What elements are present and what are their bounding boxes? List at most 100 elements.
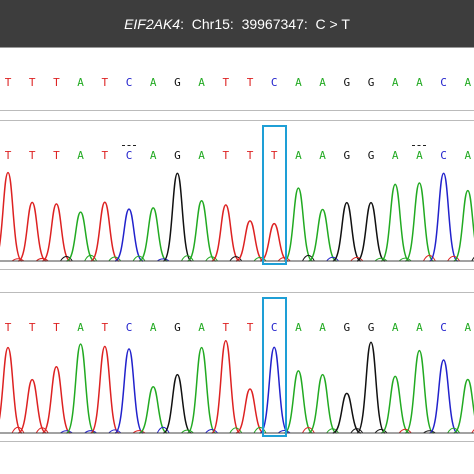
base-call: A <box>464 321 472 334</box>
base-call: A <box>319 321 326 334</box>
trace-noise <box>277 257 291 262</box>
trace-noise <box>301 427 315 434</box>
trace-peak <box>259 346 289 434</box>
base-call: G <box>367 149 375 162</box>
variant-highlight-box <box>262 297 288 437</box>
base-call: A <box>198 149 205 162</box>
base-call: G <box>343 76 351 89</box>
trace-peak <box>453 189 474 262</box>
trace-peak <box>356 201 386 262</box>
base-call: T <box>4 149 12 162</box>
trace-noise <box>277 430 291 434</box>
base-call: G <box>174 149 181 162</box>
base-call: A <box>149 76 157 89</box>
title-separator: : <box>180 15 192 32</box>
trace-peak <box>211 339 241 434</box>
base-call: A <box>77 76 84 89</box>
trace-peak <box>428 172 459 262</box>
trace-peak <box>186 200 217 262</box>
trace-noise <box>132 255 146 262</box>
trace-noise <box>447 427 461 434</box>
trace-noise <box>108 429 122 434</box>
trace-noise <box>422 254 436 262</box>
title-bar: EIF2AK4 : Chr15 : 39967347 : C > T <box>0 0 474 48</box>
base-call: G <box>343 321 351 334</box>
base-call: C <box>440 321 447 334</box>
trace-peak <box>162 373 192 434</box>
trace-noise <box>253 256 267 262</box>
base-call: C <box>125 321 133 334</box>
chromatogram-panel-mutant: TTTATCAGATTTAAGGAACAG <box>0 120 474 270</box>
trace-noise <box>229 427 243 434</box>
trace-peak <box>41 203 71 262</box>
base-call: A <box>295 76 302 89</box>
title-separator: : <box>303 15 316 32</box>
base-call: T <box>101 149 109 162</box>
trace-noise <box>398 257 412 262</box>
trace-peak <box>332 201 362 262</box>
trace-noise <box>35 257 49 262</box>
trace-noise <box>423 430 436 434</box>
base-call: T <box>101 76 109 89</box>
trace-peak <box>356 341 386 434</box>
chromosome: Chr15 <box>191 15 230 32</box>
trace-noise <box>253 426 267 434</box>
trace-noise <box>350 256 364 262</box>
base-call: T <box>28 321 36 334</box>
trace-peak <box>332 392 362 434</box>
trace-noise <box>301 254 315 262</box>
base-call: T <box>222 149 230 162</box>
chromatogram-trace-mutant <box>0 171 474 262</box>
trace-noise <box>205 429 218 434</box>
trace-noise <box>471 256 474 262</box>
trace-noise <box>326 256 339 262</box>
base-call: C <box>270 321 278 334</box>
trace-noise <box>35 427 49 434</box>
base-call: G <box>174 321 181 334</box>
base-call: T <box>222 321 230 334</box>
trace-noise <box>84 430 97 434</box>
trace-peak <box>41 366 72 434</box>
base-call: T <box>101 321 109 334</box>
base-call: A <box>464 76 472 89</box>
base-call: A <box>198 76 205 89</box>
base-mark <box>122 145 136 146</box>
trace-noise <box>374 428 388 434</box>
base-call: T <box>4 321 12 334</box>
base-mark <box>412 145 427 146</box>
base-call: A <box>391 321 399 334</box>
trace-peak <box>308 208 337 262</box>
trace-noise <box>350 428 364 434</box>
trace-peak <box>90 345 120 434</box>
trace-peak <box>138 207 168 262</box>
trace-noise <box>229 256 243 262</box>
base-call: A <box>149 149 157 162</box>
variant-highlight-box <box>262 125 288 265</box>
base-call: A <box>295 149 302 162</box>
base-call: T <box>53 76 60 89</box>
base-call: G <box>174 76 181 89</box>
base-call: T <box>53 321 60 334</box>
trace-peak <box>0 346 23 434</box>
base-call: A <box>416 76 423 89</box>
trace-peak <box>0 171 23 262</box>
trace-noise <box>60 430 73 434</box>
trace-noise <box>108 256 122 262</box>
trace-noise <box>447 255 461 262</box>
base-call: G <box>343 149 351 162</box>
base-call: C <box>125 76 133 89</box>
trace-peak <box>259 222 289 262</box>
trace-peak <box>162 172 193 262</box>
base-call: A <box>77 149 84 162</box>
trace-noise <box>181 429 194 434</box>
trace-noise <box>374 257 388 262</box>
reference-sequence-row: TTTATCAGATTCAAGGAACAG <box>0 48 474 111</box>
trace-noise <box>180 255 194 262</box>
trace-peak <box>114 208 144 262</box>
base-call: A <box>77 321 84 334</box>
trace-peak <box>380 183 410 262</box>
base-call: G <box>367 76 375 89</box>
base-call: A <box>295 321 302 334</box>
trace-noise <box>205 256 219 262</box>
trace-peak <box>114 348 144 434</box>
